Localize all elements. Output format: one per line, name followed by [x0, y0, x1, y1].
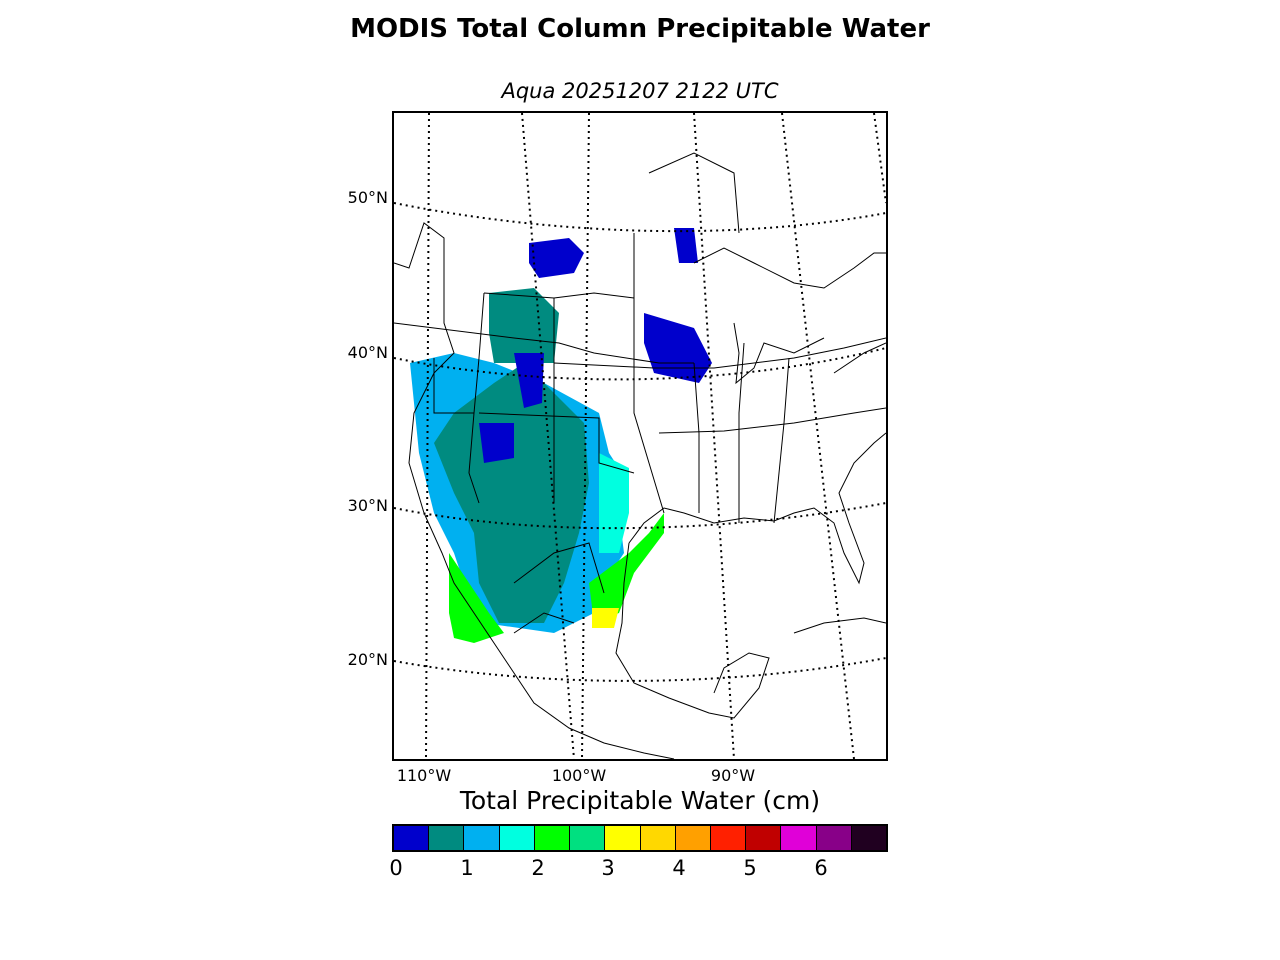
- figure-title: MODIS Total Column Precipitable Water: [350, 14, 930, 44]
- pwv-region-green: [449, 553, 504, 643]
- pwv-region-blue-north: [529, 238, 584, 278]
- colorbar-swatch-9: [710, 826, 747, 850]
- colorbar-swatch-2: [464, 826, 500, 850]
- colorbar-tick-4: 4: [672, 856, 686, 880]
- coastlines: [394, 222, 886, 759]
- lat-label-40n: 40°N: [347, 343, 388, 362]
- pwv-region-blue-sw: [479, 423, 514, 463]
- colorbar-swatch-13: [851, 826, 887, 850]
- pwv-region-blue-midwest: [644, 313, 712, 383]
- colorbar-tick-3: 3: [601, 856, 615, 880]
- graticule: [394, 113, 886, 759]
- map-subtitle: Aqua 20251207 2122 UTC: [501, 79, 779, 103]
- colorbar-swatch-10: [746, 826, 782, 850]
- lon-label-110w: 110°W: [396, 766, 452, 785]
- colorbar-tick-5: 5: [743, 856, 757, 880]
- colorbar-tick-6: 6: [814, 856, 828, 880]
- colorbar-swatch-1: [429, 826, 465, 850]
- pwv-region-yellow: [592, 608, 619, 628]
- map-svg: [394, 113, 886, 759]
- lon-label-100w: 100°W: [551, 766, 607, 785]
- colorbar-tick-1: 1: [460, 856, 474, 880]
- lat-label-30n: 30°N: [347, 496, 388, 515]
- lat-label-50n: 50°N: [347, 188, 388, 207]
- colorbar-label: Total Precipitable Water (cm): [459, 786, 821, 815]
- colorbar-swatch-5: [570, 826, 606, 850]
- map-panel: [392, 111, 888, 761]
- colorbar-tick-0: 0: [389, 856, 403, 880]
- colorbar-tick-2: 2: [531, 856, 545, 880]
- state-borders: [394, 152, 886, 634]
- pwv-region-teal-north: [489, 288, 559, 363]
- colorbar-swatch-12: [816, 826, 852, 850]
- pwv-field: [410, 228, 712, 643]
- pwv-region-blue-lake: [674, 228, 698, 263]
- colorbar-swatch-8: [675, 826, 711, 850]
- colorbar: [392, 824, 888, 852]
- pwv-region-green-gulf: [589, 513, 664, 623]
- pwv-region-cyan: [599, 453, 629, 553]
- colorbar-swatch-11: [781, 826, 817, 850]
- lat-label-20n: 20°N: [347, 650, 388, 669]
- colorbar-swatch-6: [605, 826, 641, 850]
- pwv-region-blue-plains: [514, 353, 544, 408]
- colorbar-swatch-0: [394, 826, 430, 850]
- colorbar-swatch-7: [640, 826, 676, 850]
- colorbar-swatch-3: [499, 826, 535, 850]
- lon-label-90w: 90°W: [710, 766, 756, 785]
- colorbar-swatch-4: [534, 826, 571, 850]
